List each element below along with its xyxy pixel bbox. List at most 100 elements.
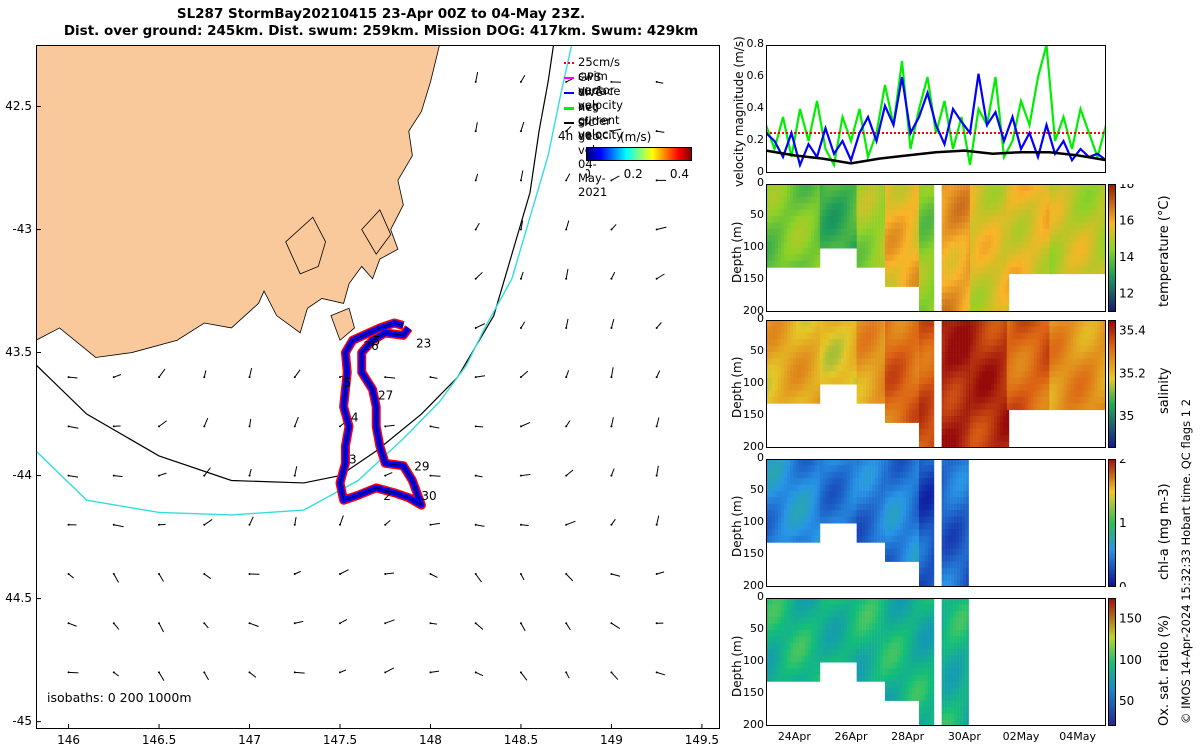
section-cell (991, 332, 995, 340)
section-cell (950, 497, 954, 505)
section-cell (865, 497, 869, 505)
section-cell (877, 352, 881, 359)
section-cell (994, 422, 998, 430)
track-day-label: 27 (378, 388, 393, 402)
section-cell (894, 267, 898, 275)
section-cell (919, 497, 923, 505)
section-cell (781, 484, 785, 492)
section-cell (831, 203, 836, 211)
section-cell (976, 403, 980, 411)
colorbar-cell (1109, 362, 1115, 365)
section-cell (982, 384, 986, 391)
sfc-vector (611, 622, 621, 629)
section-cell (1024, 332, 1029, 340)
section-cell (912, 542, 916, 550)
section-cell (922, 491, 926, 498)
section-cell (1067, 209, 1071, 217)
section-cell (1018, 396, 1023, 404)
section-cell (1003, 260, 1007, 268)
section-cell (1009, 352, 1014, 359)
section-cell (822, 478, 827, 486)
section-cell (891, 403, 895, 411)
section-cell (822, 190, 827, 198)
section-cell (931, 235, 935, 243)
section-cell (962, 216, 966, 223)
sfc-vector (203, 573, 212, 579)
section-cell (828, 510, 833, 518)
section-cell (1100, 248, 1104, 255)
section-cell (852, 209, 857, 217)
section-cell (1015, 267, 1020, 275)
section-cell (944, 503, 948, 511)
section-cell (1097, 352, 1101, 359)
section-cell (1085, 384, 1089, 391)
map-colorbar-cell (679, 148, 681, 160)
section-cell (787, 491, 791, 498)
sfc-vector-dot (112, 474, 115, 477)
section-cell (956, 339, 960, 347)
section-cell (931, 358, 935, 366)
section-cell (991, 377, 995, 385)
sfc-vector-dot (474, 326, 477, 329)
section-cell (1073, 222, 1077, 230)
section-cell (1006, 286, 1010, 294)
section-cell (772, 228, 776, 236)
section-cell (1036, 184, 1041, 191)
section-cell (846, 235, 851, 243)
section-cell (1058, 196, 1062, 204)
section-cell (1064, 203, 1068, 211)
section-cell (915, 377, 919, 385)
section-cell (979, 254, 983, 262)
section-cell (1055, 396, 1059, 404)
section-cell (1045, 228, 1050, 236)
section-cell (941, 209, 945, 217)
section-cell (912, 478, 916, 486)
section-cell (1076, 390, 1080, 398)
section-cell (856, 352, 860, 359)
section-cell (941, 478, 945, 486)
section-cell (973, 441, 977, 448)
section-cell (834, 235, 839, 243)
section-cell (976, 292, 980, 300)
sfc-vector-dot (474, 228, 477, 231)
section-cell (922, 403, 926, 411)
section-cell (805, 184, 809, 191)
section-cell (793, 478, 797, 486)
section-cell (1021, 320, 1026, 327)
section-cell (856, 510, 860, 518)
section-cell (874, 478, 878, 486)
section-cell (778, 339, 782, 347)
section-cell (1006, 267, 1011, 275)
section-cell (775, 196, 779, 204)
section-cell (891, 345, 895, 353)
section-cell (799, 497, 803, 505)
section-cell (919, 478, 923, 486)
section-cell (817, 248, 821, 255)
section-cell (897, 280, 901, 287)
sfc-vector-dot (112, 523, 115, 526)
section-cell (950, 228, 954, 236)
section-cell (1094, 352, 1098, 359)
section-cell (976, 384, 980, 391)
section-cell (915, 241, 919, 249)
section-cell (885, 260, 889, 268)
section-cell (941, 216, 945, 223)
section-cell (1024, 260, 1029, 268)
section-cell (1052, 358, 1056, 366)
section-cell (862, 535, 866, 543)
section-cell (814, 320, 818, 327)
section-cell (906, 535, 910, 543)
section-cell (965, 510, 969, 518)
section-cell (915, 209, 919, 217)
section-cell (874, 384, 878, 391)
section-cell (1027, 267, 1032, 275)
section-cell (802, 203, 806, 211)
section-cell (1103, 384, 1106, 391)
section-cell (944, 332, 948, 340)
section-cell (956, 254, 960, 262)
section-cell (819, 510, 824, 518)
section-cell (1003, 428, 1007, 436)
section-cell (784, 203, 788, 211)
section-cell (1052, 196, 1056, 204)
section-cell (874, 535, 878, 543)
